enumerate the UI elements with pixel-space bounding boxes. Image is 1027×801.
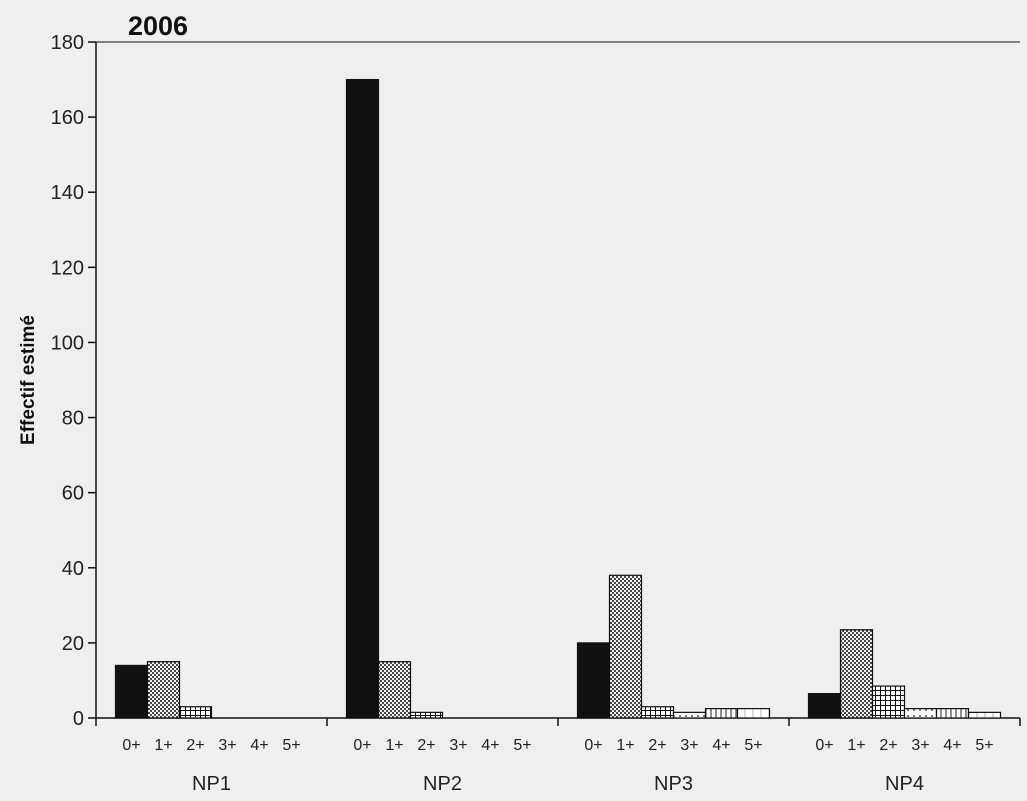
bar-np2-1plus xyxy=(377,661,412,719)
bar-np2-2plus xyxy=(409,711,444,719)
chart-title: 2006 xyxy=(128,11,188,41)
age-class-label: 3+ xyxy=(911,737,929,754)
age-class-label: 0+ xyxy=(122,737,140,754)
bar-np3-5plus xyxy=(736,708,771,719)
bar-np3-0plus xyxy=(576,642,611,719)
group-label-np3: NP3 xyxy=(654,773,693,795)
age-class-label: 4+ xyxy=(481,737,499,754)
bars xyxy=(114,78,1002,719)
bar-np1-2plus xyxy=(178,706,213,719)
age-class-label: 1+ xyxy=(154,737,172,754)
y-axis-label: Effectif estimé xyxy=(18,315,39,445)
age-class-label: 5+ xyxy=(744,737,762,754)
age-class-labels: 0+ 1+ 2+ 3+ 4+ 5+ 0+ 1+ 2+ 3+ 4+ 5+ 0+ 1+ 2+ 3+ 4+ 5+ 0+ 1+… xyxy=(122,737,993,754)
y-axis: 0 20 40 60 80 100 120 140 160 180 xyxy=(51,32,1020,730)
y-tick-label: 140 xyxy=(51,182,84,204)
age-class-label: 2+ xyxy=(417,737,435,754)
group-labels: NP1 NP2 NP3 NP4 xyxy=(192,773,924,795)
age-class-label: 2+ xyxy=(879,737,897,754)
bar-np4-1plus xyxy=(839,629,874,719)
bar-np1-0plus xyxy=(114,664,149,719)
age-class-label: 5+ xyxy=(282,737,300,754)
bar-np3-4plus xyxy=(704,708,739,719)
bar-np4-5plus xyxy=(967,711,1002,719)
y-tick-label: 120 xyxy=(51,257,84,279)
bar-np3-2plus xyxy=(640,706,675,719)
bar-np3-1plus xyxy=(608,574,643,719)
bar-np4-2plus xyxy=(871,685,906,719)
y-tick-label: 20 xyxy=(62,633,84,655)
age-class-label: 1+ xyxy=(385,737,403,754)
age-class-label: 1+ xyxy=(847,737,865,754)
age-class-label: 1+ xyxy=(616,737,634,754)
bar-np4-4plus xyxy=(935,708,970,719)
y-tick-label: 60 xyxy=(62,483,84,505)
bar-np4-0plus xyxy=(807,692,842,719)
age-class-label: 0+ xyxy=(584,737,602,754)
age-class-label: 3+ xyxy=(449,737,467,754)
bar-np4-3plus xyxy=(903,708,938,719)
bar-np1-1plus xyxy=(146,661,181,719)
y-tick-label: 180 xyxy=(51,32,84,54)
group-label-np2: NP2 xyxy=(423,773,462,795)
age-class-label: 5+ xyxy=(513,737,531,754)
age-class-label: 3+ xyxy=(218,737,236,754)
y-tick-label: 0 xyxy=(73,708,84,730)
y-tick-label: 160 xyxy=(51,107,84,129)
age-class-label: 2+ xyxy=(186,737,204,754)
group-label-np1: NP1 xyxy=(192,773,231,795)
y-tick-label: 100 xyxy=(51,332,84,354)
age-class-label: 4+ xyxy=(943,737,961,754)
age-class-label: 0+ xyxy=(353,737,371,754)
age-class-label: 2+ xyxy=(648,737,666,754)
bar-np2-0plus xyxy=(345,78,380,719)
age-class-label: 0+ xyxy=(815,737,833,754)
y-tick-label: 80 xyxy=(62,408,84,430)
y-tick-label: 40 xyxy=(62,558,84,580)
age-class-label: 4+ xyxy=(712,737,730,754)
age-class-label: 4+ xyxy=(250,737,268,754)
age-class-label: 5+ xyxy=(975,737,993,754)
group-label-np4: NP4 xyxy=(885,773,924,795)
age-class-label: 3+ xyxy=(680,737,698,754)
bar-np3-3plus xyxy=(672,711,707,719)
x-axis xyxy=(95,717,1021,726)
